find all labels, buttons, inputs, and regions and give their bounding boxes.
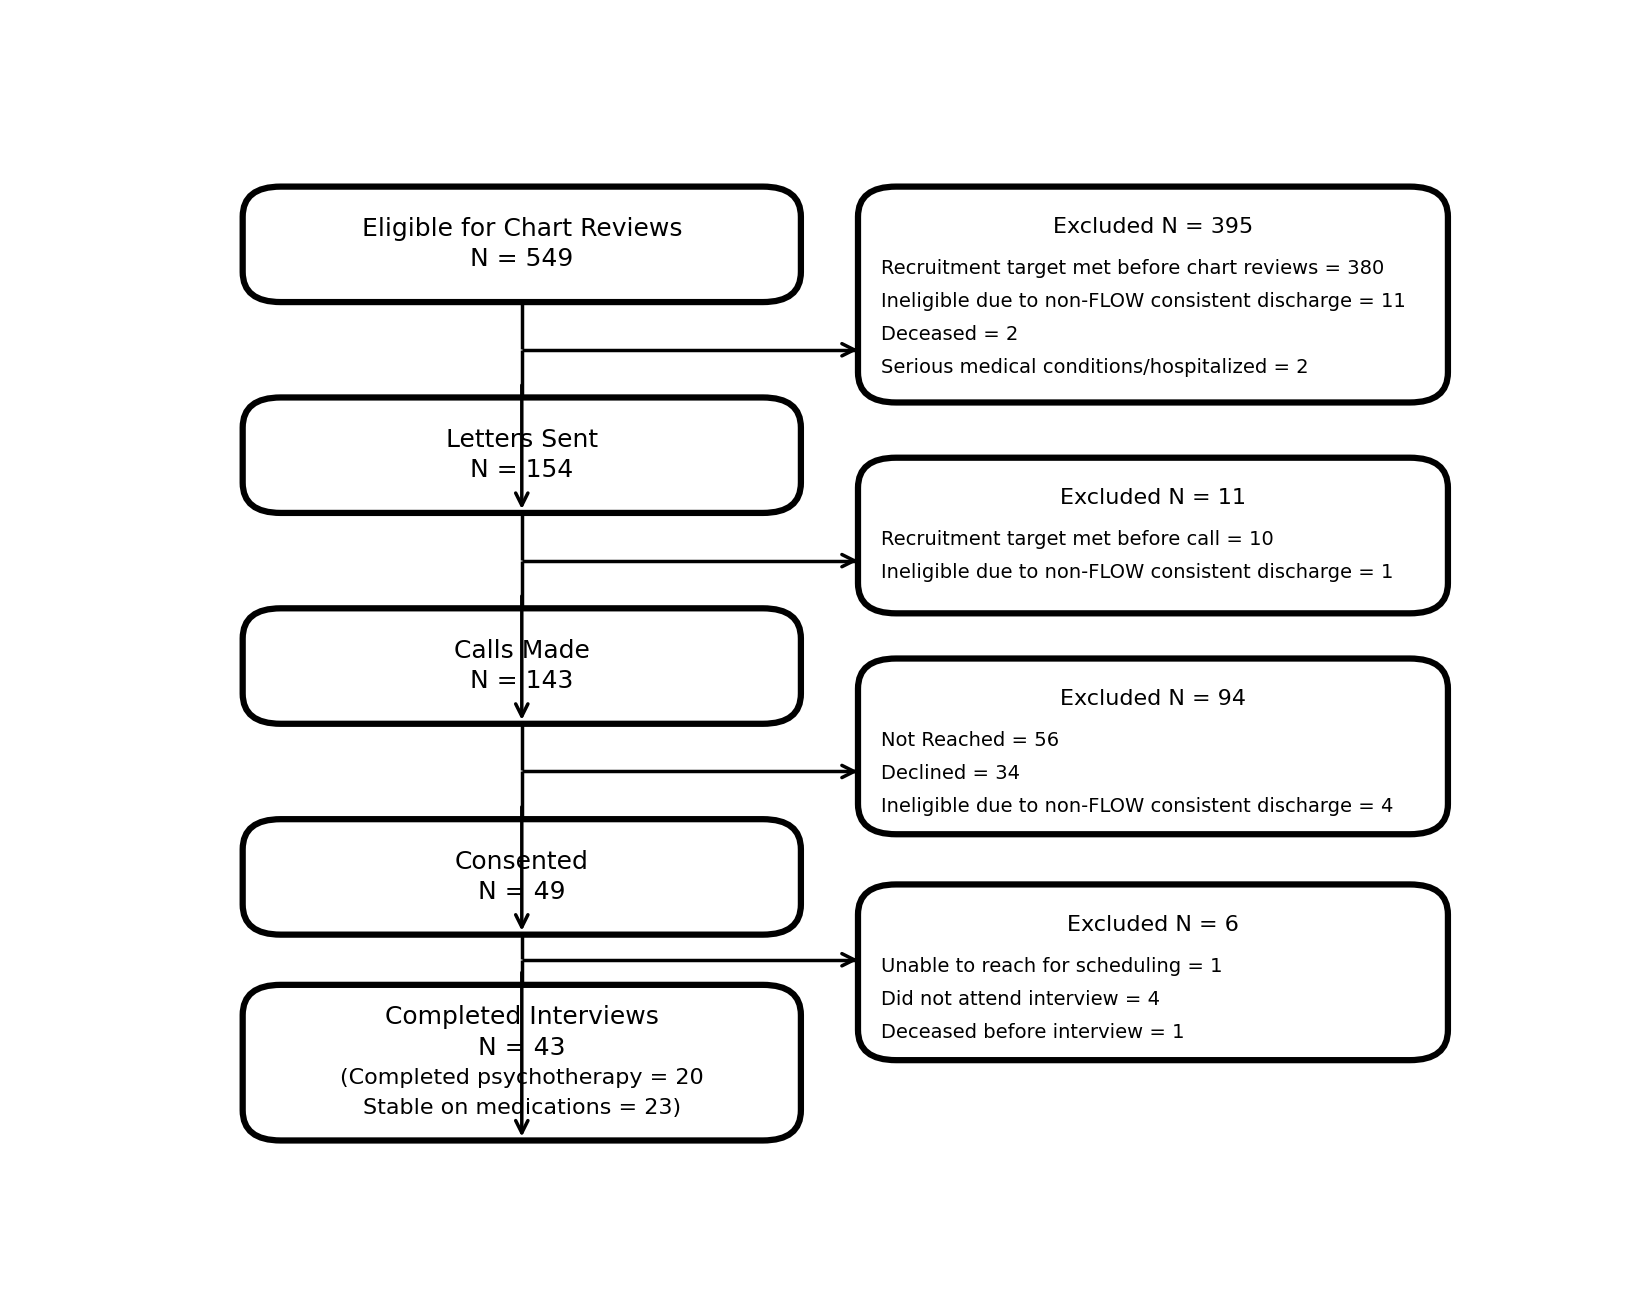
FancyBboxPatch shape	[858, 186, 1449, 403]
FancyBboxPatch shape	[242, 186, 800, 303]
Text: Excluded N = 94: Excluded N = 94	[1061, 689, 1246, 708]
Text: N = 43: N = 43	[478, 1035, 565, 1060]
FancyBboxPatch shape	[858, 884, 1449, 1060]
Text: Not Reached = 56: Not Reached = 56	[881, 730, 1059, 750]
Text: Eligible for Chart Reviews: Eligible for Chart Reviews	[362, 218, 683, 241]
Text: (Completed psychotherapy = 20: (Completed psychotherapy = 20	[340, 1068, 704, 1088]
Text: Ineligible due to non-FLOW consistent discharge = 4: Ineligible due to non-FLOW consistent di…	[881, 797, 1393, 816]
FancyBboxPatch shape	[242, 985, 800, 1141]
Text: N = 154: N = 154	[470, 458, 573, 482]
FancyBboxPatch shape	[242, 819, 800, 935]
Text: Deceased before interview = 1: Deceased before interview = 1	[881, 1024, 1184, 1042]
Text: Excluded N = 11: Excluded N = 11	[1061, 488, 1246, 507]
Text: Calls Made: Calls Made	[453, 639, 589, 662]
Text: N = 143: N = 143	[470, 669, 573, 694]
Text: Ineligible due to non-FLOW consistent discharge = 1: Ineligible due to non-FLOW consistent di…	[881, 563, 1393, 582]
FancyBboxPatch shape	[242, 398, 800, 512]
FancyBboxPatch shape	[858, 659, 1449, 835]
Text: Stable on medications = 23): Stable on medications = 23)	[363, 1098, 681, 1118]
Text: Deceased = 2: Deceased = 2	[881, 325, 1018, 344]
Text: Recruitment target met before call = 10: Recruitment target met before call = 10	[881, 529, 1274, 549]
Text: Consented: Consented	[455, 850, 589, 874]
Text: N = 549: N = 549	[470, 248, 573, 271]
Text: Did not attend interview = 4: Did not attend interview = 4	[881, 990, 1161, 1009]
Text: Serious medical conditions/hospitalized = 2: Serious medical conditions/hospitalized …	[881, 359, 1308, 377]
Text: Recruitment target met before chart reviews = 380: Recruitment target met before chart revi…	[881, 259, 1383, 278]
Text: Ineligible due to non-FLOW consistent discharge = 11: Ineligible due to non-FLOW consistent di…	[881, 292, 1406, 312]
Text: Excluded N = 395: Excluded N = 395	[1053, 216, 1252, 237]
Text: Letters Sent: Letters Sent	[445, 428, 598, 452]
Text: Excluded N = 6: Excluded N = 6	[1067, 914, 1239, 935]
Text: N = 49: N = 49	[478, 880, 565, 904]
FancyBboxPatch shape	[858, 458, 1449, 613]
Text: Completed Interviews: Completed Interviews	[385, 1005, 658, 1029]
FancyBboxPatch shape	[242, 608, 800, 724]
Text: Unable to reach for scheduling = 1: Unable to reach for scheduling = 1	[881, 957, 1223, 975]
Text: Declined = 34: Declined = 34	[881, 764, 1020, 782]
